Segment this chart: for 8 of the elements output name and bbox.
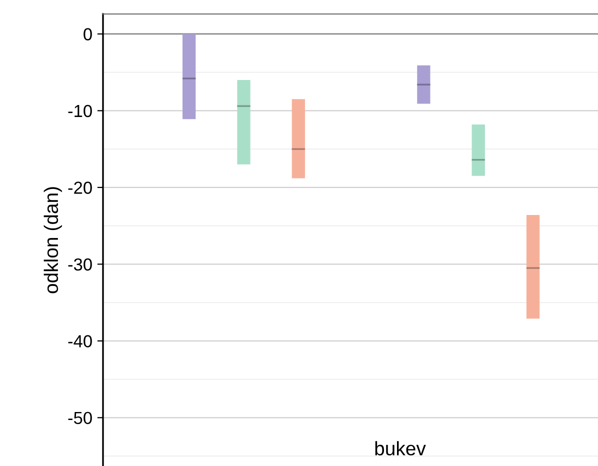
y-tick-label: -20 <box>68 182 92 194</box>
y-axis-title: odklon (dan) <box>44 187 62 294</box>
y-tick-label: -50 <box>68 412 92 424</box>
y-tick-label: -10 <box>68 104 92 118</box>
y-tick-label: 0 <box>84 28 92 40</box>
y-tick-label: -30 <box>68 258 92 271</box>
annotation: bukev <box>375 441 426 456</box>
y-tick-label: -40 <box>68 335 92 348</box>
